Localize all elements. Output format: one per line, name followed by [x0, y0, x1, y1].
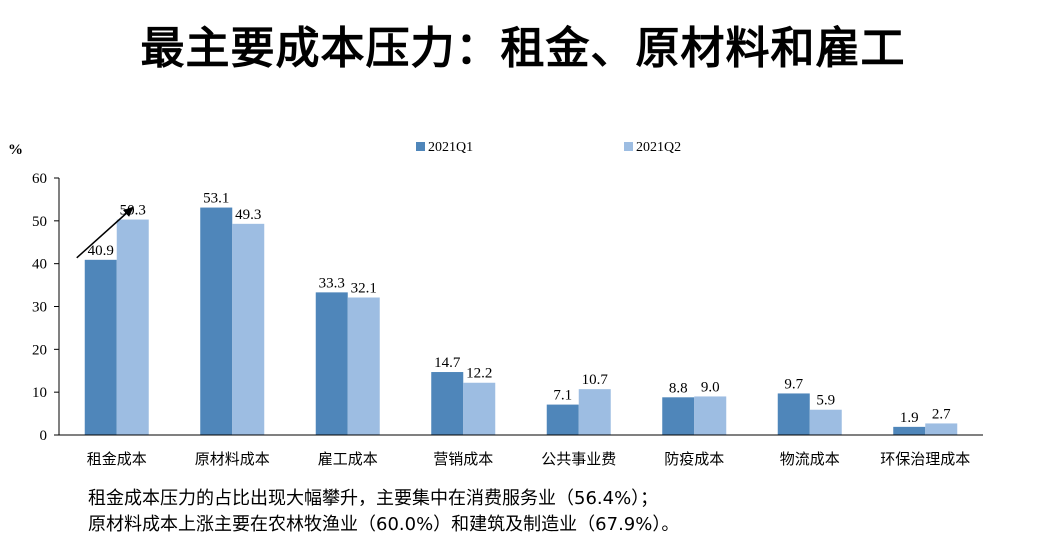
x-tick-label-3: 营销成本	[433, 450, 493, 468]
legend-label-2021q1: 2021Q1	[428, 140, 473, 155]
data-label-2021q2-6: 5.9	[816, 393, 835, 409]
x-tick-label-6: 物流成本	[780, 450, 840, 468]
data-label-2021q1-1: 53.1	[203, 191, 229, 207]
x-tick-label-2: 雇工成本	[318, 450, 378, 468]
legend-swatch-2021q1	[416, 142, 425, 151]
bar-2021q2-5	[694, 396, 727, 435]
y-tick-label-10: 10	[32, 385, 47, 401]
data-label-2021q2-5: 9.0	[701, 379, 720, 395]
legend-label-2021q2: 2021Q2	[636, 140, 681, 155]
bar-2021q2-6	[809, 409, 842, 435]
bar-2021q1-2	[315, 292, 348, 435]
page-title: 最主要成本压力：租金、原材料和雇工	[140, 23, 906, 74]
data-label-2021q2-1: 49.3	[235, 207, 261, 223]
caption-line-2: 原材料成本上涨主要在农林牧渔业（60.0%）和建筑及制造业（67.9%）。	[88, 514, 680, 535]
data-label-2021q2-4: 10.7	[582, 372, 609, 388]
caption-line-1: 租金成本压力的占比出现大幅攀升，主要集中在消费服务业（56.4%）；	[88, 488, 659, 509]
data-label-2021q1-4: 7.1	[553, 388, 572, 404]
y-tick-label-0: 0	[40, 428, 48, 444]
data-label-2021q1-5: 8.8	[669, 380, 688, 396]
bar-2021q1-3	[431, 372, 464, 435]
increase-arrow	[76, 206, 134, 259]
bar-2021q1-7	[893, 426, 926, 435]
data-label-2021q1-2: 33.3	[319, 275, 345, 291]
bar-2021q1-0	[84, 259, 117, 435]
legend-swatch-2021q2	[624, 142, 633, 151]
bar-2021q2-7	[925, 423, 958, 435]
bar-2021q2-4	[578, 389, 611, 435]
x-tick-label-7: 环保治理成本	[880, 450, 970, 468]
bar-2021q2-1	[232, 223, 265, 435]
data-label-2021q1-6: 9.7	[784, 376, 803, 392]
bar-2021q1-1	[200, 207, 233, 435]
y-tick-label-50: 50	[32, 214, 47, 230]
bar-2021q1-6	[777, 393, 810, 435]
x-tick-label-0: 租金成本	[87, 450, 147, 468]
bar-2021q2-3	[463, 382, 496, 435]
y-tick-label-40: 40	[32, 257, 47, 273]
data-label-2021q2-2: 32.1	[351, 281, 377, 297]
y-tick-label-60: 60	[32, 171, 47, 187]
y-axis-label: %	[8, 142, 23, 158]
data-label-2021q1-0: 40.9	[88, 243, 114, 259]
x-tick-label-5: 防疫成本	[664, 450, 724, 468]
bar-2021q1-5	[662, 397, 695, 435]
data-label-2021q2-3: 12.2	[466, 366, 492, 382]
data-label-2021q1-3: 14.7	[434, 355, 461, 371]
data-label-2021q1-7: 1.9	[900, 410, 919, 426]
y-tick-label-20: 20	[32, 342, 47, 358]
y-tick-label-30: 30	[32, 300, 47, 316]
bar-2021q2-0	[116, 219, 149, 435]
data-label-2021q2-7: 2.7	[932, 406, 951, 422]
bar-2021q1-4	[546, 404, 579, 435]
x-tick-label-1: 原材料成本	[195, 450, 270, 468]
x-tick-label-4: 公共事业费	[541, 450, 616, 468]
caption: 租金成本压力的占比出现大幅攀升，主要集中在消费服务业（56.4%）； 原材料成本…	[88, 486, 679, 538]
bar-2021q2-2	[347, 297, 380, 435]
